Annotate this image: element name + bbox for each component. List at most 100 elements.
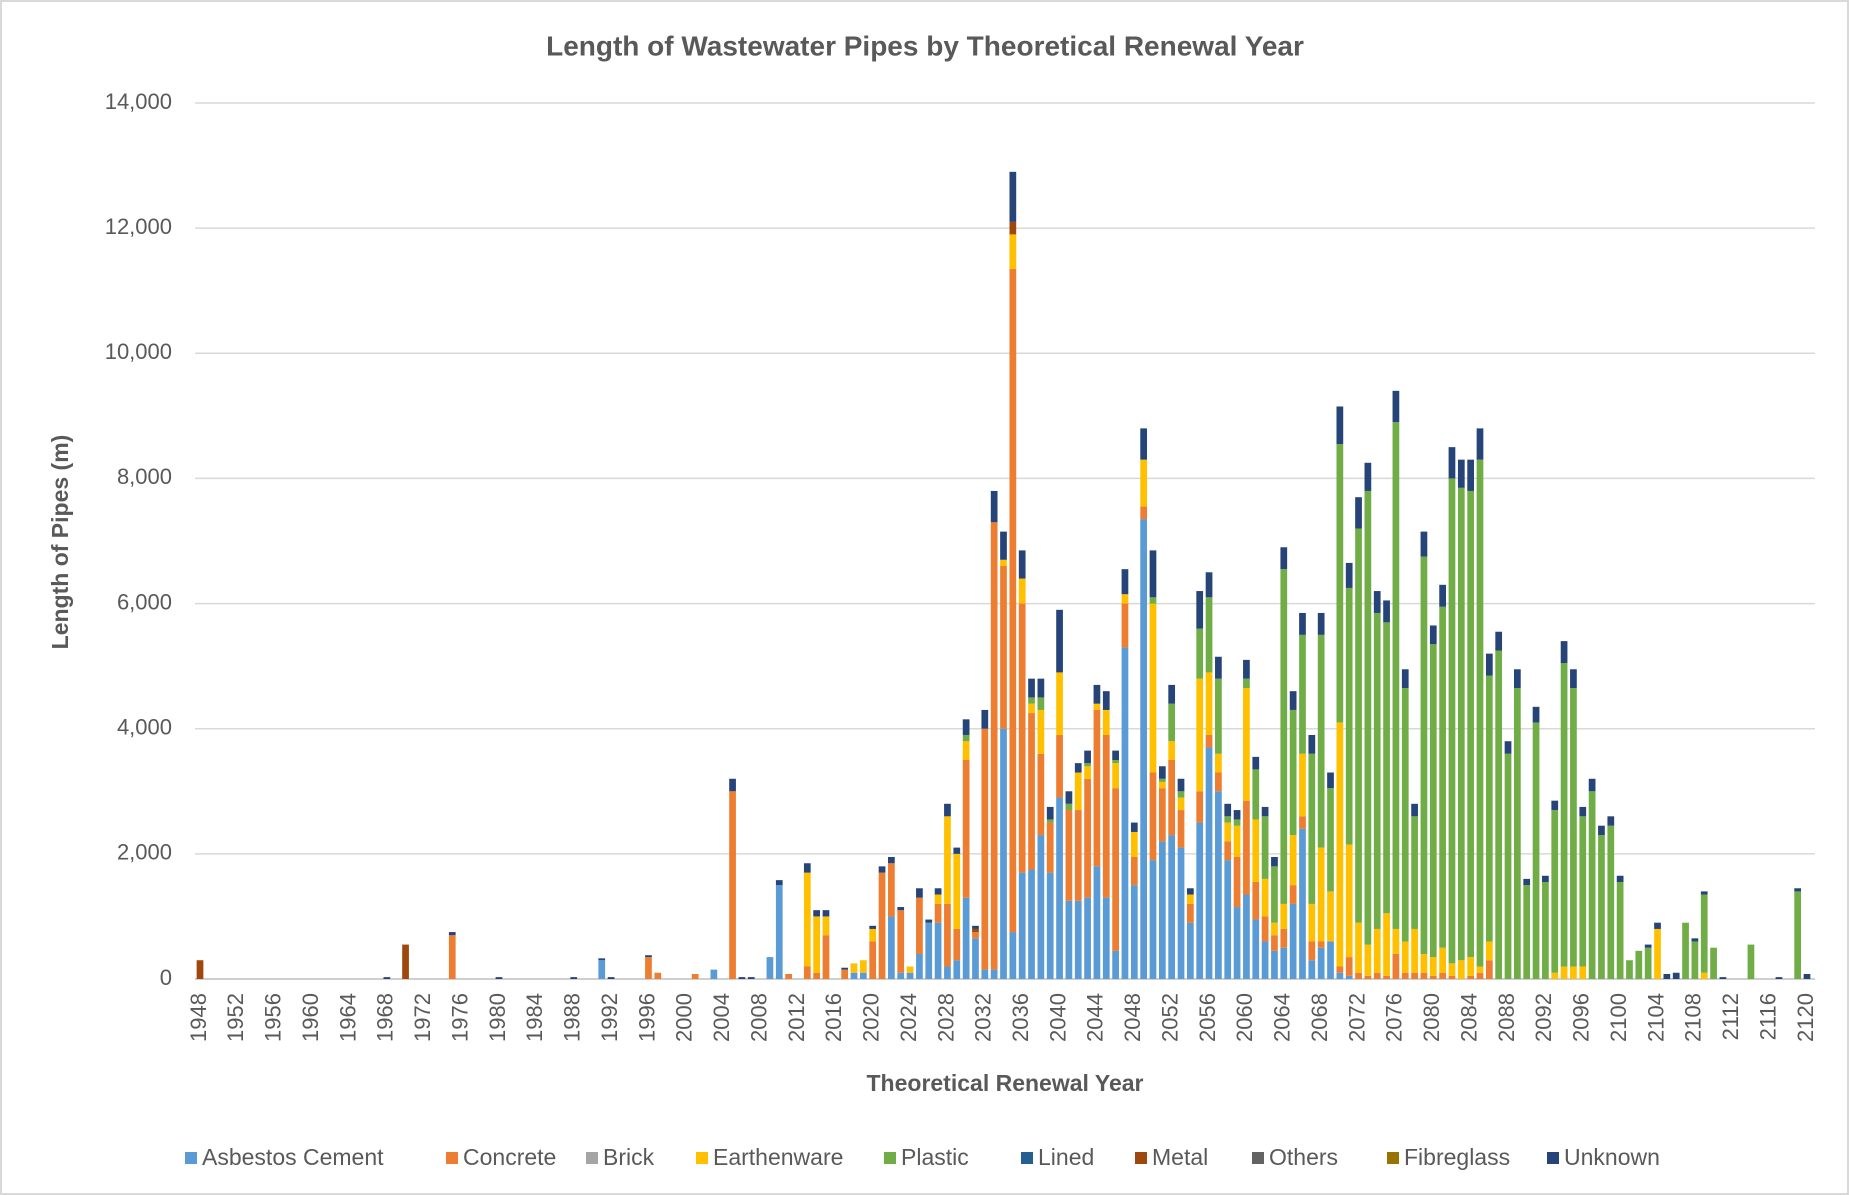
x-tick-label: 2112 xyxy=(1718,993,1743,1040)
bar-segment xyxy=(1018,578,1026,604)
chart-title: Length of Wastewater Pipes by Theoretica… xyxy=(546,30,1304,61)
bar-segment xyxy=(1355,528,1362,923)
x-tick-label: 2008 xyxy=(746,993,771,1042)
x-tick-label: 2016 xyxy=(821,993,846,1042)
bar-segment xyxy=(598,958,606,961)
y-tick-label: 8,000 xyxy=(117,464,172,489)
x-tick-label: 1948 xyxy=(186,993,211,1042)
bar-segment xyxy=(1551,972,1559,979)
bar-segment xyxy=(1336,406,1344,445)
x-tick-label: 2020 xyxy=(859,993,884,1042)
bar-segment xyxy=(1084,766,1091,779)
bar-segment xyxy=(1289,885,1297,904)
bar-segment xyxy=(1476,972,1484,979)
bar-segment xyxy=(897,972,905,979)
bar-segment xyxy=(1186,903,1194,923)
x-tick-label: 2004 xyxy=(709,993,734,1042)
bar-segment xyxy=(1467,975,1475,979)
bar-segment xyxy=(1233,907,1241,979)
bar-segment xyxy=(1028,713,1035,870)
bar-segment xyxy=(1803,973,1811,979)
x-tick-label: 1952 xyxy=(223,993,248,1042)
bar-segment xyxy=(1401,669,1409,689)
bar-segment xyxy=(813,972,821,979)
bar-segment xyxy=(934,922,942,979)
bar-segment xyxy=(1271,922,1278,936)
bar-segment xyxy=(495,977,503,979)
bar-segment xyxy=(1037,678,1045,698)
bar-segment xyxy=(1598,825,1605,836)
bar-segment xyxy=(1130,822,1138,832)
bar-segment xyxy=(1355,972,1362,979)
bar-segment xyxy=(1168,684,1176,704)
bar-segment xyxy=(906,966,914,973)
x-tick-label: 2028 xyxy=(933,993,958,1042)
x-tick-label: 1964 xyxy=(335,993,360,1042)
bar-segment xyxy=(972,928,979,933)
bar-segment xyxy=(1158,766,1166,779)
bar-segment xyxy=(1224,822,1232,842)
legend-swatch xyxy=(1135,1152,1147,1164)
bar-segment xyxy=(916,897,923,954)
bar-segment xyxy=(822,935,830,979)
x-tick-label: 1960 xyxy=(298,993,323,1042)
bar-segment xyxy=(1280,569,1288,904)
bar-segment xyxy=(747,977,755,979)
bar-segment xyxy=(972,932,979,939)
bar-segment xyxy=(1215,656,1222,679)
legend-swatch xyxy=(1021,1152,1033,1164)
bar-segment xyxy=(990,490,998,523)
bar-segment xyxy=(1000,728,1007,979)
bar-segment xyxy=(1205,572,1213,598)
x-tick-label: 2096 xyxy=(1569,993,1594,1042)
bar-segment xyxy=(962,741,970,760)
x-tick-label: 2076 xyxy=(1382,993,1407,1042)
bar-segment xyxy=(944,816,951,904)
bar-segment xyxy=(1205,672,1213,735)
bar-segment xyxy=(1299,634,1306,754)
bar-segment xyxy=(1364,975,1372,979)
bar-segment xyxy=(1000,531,1007,560)
bar-segment xyxy=(1177,778,1185,792)
bar-segment xyxy=(1345,562,1353,588)
bar-segment xyxy=(448,935,456,979)
bar-segment xyxy=(1308,941,1316,961)
bar-segment xyxy=(1243,659,1250,679)
bar-segment xyxy=(1682,922,1689,979)
bar-segment xyxy=(1485,941,1493,961)
bar-segment xyxy=(1420,972,1428,979)
bar-segment xyxy=(1317,634,1325,848)
bar-segment xyxy=(1383,913,1390,976)
bar-segment xyxy=(1327,891,1334,942)
bar-segment xyxy=(1261,941,1269,979)
bar-segment xyxy=(1401,972,1409,979)
bar-segment xyxy=(1401,941,1409,973)
bar-segment xyxy=(1280,903,1288,929)
bar-segment xyxy=(1570,966,1577,979)
bar-segment xyxy=(1112,750,1119,760)
bar-segment xyxy=(1243,688,1250,801)
bar-segment xyxy=(972,925,979,929)
bar-segment xyxy=(1130,831,1138,857)
x-tick-label: 2056 xyxy=(1195,993,1220,1042)
bar-segment xyxy=(1112,950,1119,979)
bar-segment xyxy=(1130,885,1138,979)
bar-segment xyxy=(1000,559,1007,567)
bar-segment xyxy=(1364,462,1372,491)
bar-segment xyxy=(1485,653,1493,676)
bar-segment xyxy=(775,885,783,979)
legend-label: Earthenware xyxy=(713,1144,843,1170)
bar-segment xyxy=(1420,953,1428,973)
legend-label: Concrete xyxy=(463,1144,556,1170)
bar-segment xyxy=(944,966,951,979)
bar-segment xyxy=(1215,753,1222,773)
bar-segment xyxy=(1542,875,1549,883)
bar-segment xyxy=(1411,972,1418,979)
bar-segment xyxy=(1046,872,1054,979)
bar-segment xyxy=(1373,972,1381,979)
bar-segment xyxy=(1411,816,1418,929)
bar-segment xyxy=(1093,866,1101,979)
bar-segment xyxy=(1186,894,1194,904)
bar-segment xyxy=(1467,459,1475,491)
bar-segment xyxy=(1411,928,1418,973)
